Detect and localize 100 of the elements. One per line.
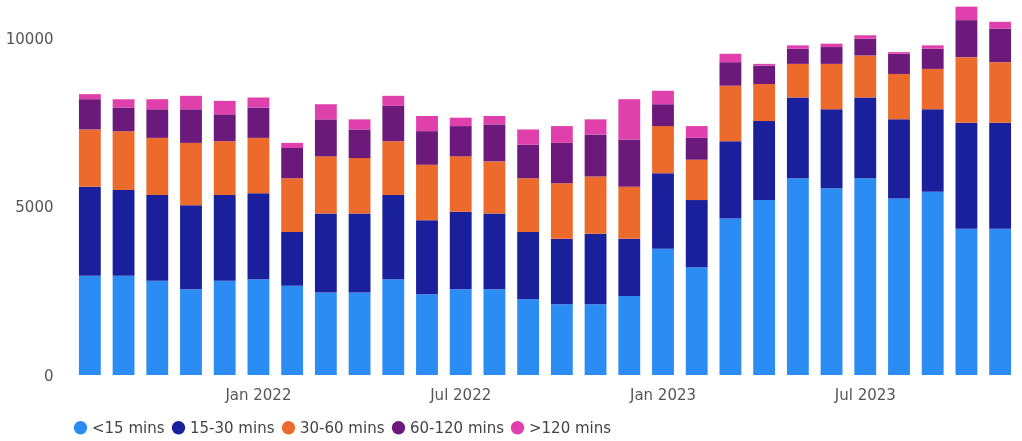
bar	[888, 53, 910, 74]
legend-label: 60-120 mins	[410, 418, 505, 437]
bar	[584, 134, 607, 177]
bar	[888, 119, 910, 199]
bar	[314, 156, 337, 214]
bar	[550, 183, 573, 239]
bar	[921, 191, 944, 375]
bar	[854, 35, 877, 39]
bar	[247, 137, 270, 194]
bar	[989, 28, 1012, 63]
bar	[685, 159, 708, 201]
bar	[146, 195, 169, 281]
bar	[281, 178, 304, 233]
bar	[281, 232, 304, 286]
bar	[382, 279, 405, 375]
bar	[146, 280, 169, 375]
bar	[449, 211, 472, 290]
bar	[213, 100, 236, 115]
bar	[281, 142, 304, 148]
bar	[247, 279, 270, 375]
bar	[719, 141, 742, 219]
bar	[685, 200, 708, 268]
bar	[112, 275, 135, 375]
bar	[584, 176, 607, 234]
bar	[517, 129, 540, 145]
x-tick-label: Jul 2023	[833, 385, 896, 404]
bar	[112, 190, 135, 276]
bar	[753, 200, 776, 375]
bar	[820, 188, 843, 375]
bar	[753, 84, 776, 122]
bar	[685, 126, 708, 138]
bar	[517, 178, 540, 233]
bar	[180, 109, 202, 143]
bar	[820, 47, 843, 64]
bar	[416, 131, 438, 165]
bar	[618, 186, 641, 239]
bar	[314, 292, 337, 375]
bar	[820, 109, 843, 189]
bar	[550, 238, 573, 305]
bar	[247, 193, 270, 280]
bar	[416, 294, 438, 375]
bar	[146, 137, 169, 196]
bar	[955, 6, 978, 21]
bar	[382, 105, 405, 142]
bar	[483, 289, 506, 375]
bar	[348, 213, 371, 293]
bar	[719, 218, 742, 375]
bar	[112, 131, 135, 190]
bar	[854, 38, 877, 56]
legend-label: >120 mins	[529, 418, 612, 437]
bar	[517, 232, 540, 300]
bar	[416, 116, 438, 132]
bar	[854, 55, 877, 98]
bar	[786, 48, 809, 64]
bar	[786, 63, 809, 98]
bar	[78, 94, 101, 100]
bar	[517, 144, 540, 179]
bar	[483, 124, 506, 162]
bar	[685, 267, 708, 375]
bar	[854, 178, 877, 375]
bar	[180, 205, 202, 290]
x-tick-label: Jul 2022	[429, 385, 492, 404]
bar	[348, 119, 371, 130]
bar	[449, 156, 472, 212]
bar	[550, 126, 573, 143]
bar	[618, 238, 641, 296]
bar	[449, 289, 472, 375]
bar	[786, 178, 809, 375]
legend-label: 15-30 mins	[190, 418, 275, 437]
legend-label: 30-60 mins	[300, 418, 385, 437]
bar	[146, 109, 169, 138]
bar	[989, 228, 1012, 375]
bar	[955, 228, 978, 375]
bar	[348, 158, 371, 214]
bar	[584, 119, 607, 135]
bar	[112, 99, 135, 108]
bar	[921, 68, 944, 110]
bar	[989, 21, 1012, 29]
bar	[685, 137, 708, 160]
bar	[449, 117, 472, 127]
bar	[348, 292, 371, 375]
bar	[483, 116, 506, 125]
bar	[416, 220, 438, 295]
bar	[652, 248, 674, 375]
bar	[180, 95, 202, 110]
bar	[719, 62, 742, 86]
bar	[213, 195, 236, 281]
bar	[382, 195, 405, 280]
bar	[550, 304, 573, 375]
bar	[146, 99, 169, 110]
bar	[921, 48, 944, 69]
bar	[584, 304, 607, 375]
bar	[517, 299, 540, 375]
bar	[180, 289, 202, 375]
bar	[213, 141, 236, 196]
bar	[550, 142, 573, 184]
bar	[652, 90, 674, 105]
bar	[382, 141, 405, 196]
bar	[112, 107, 135, 132]
bar	[78, 186, 101, 276]
